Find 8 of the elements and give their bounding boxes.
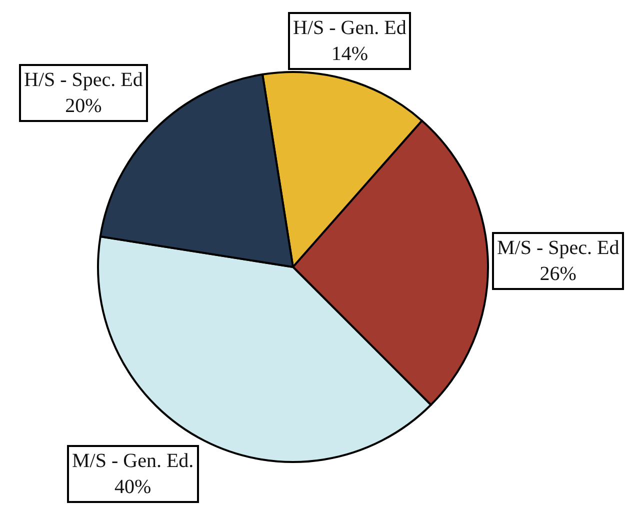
slice-label: H/S - Gen. Ed bbox=[293, 17, 406, 39]
slice-label: M/S - Spec. Ed bbox=[497, 237, 620, 259]
data-label: 26% bbox=[540, 263, 576, 285]
data-label: 14% bbox=[331, 43, 368, 65]
data-label: 20% bbox=[65, 95, 102, 117]
data-label: 40% bbox=[114, 476, 152, 498]
slice-label: M/S - Gen. Ed. bbox=[72, 450, 194, 472]
slice-label: H/S - Spec. Ed bbox=[24, 69, 143, 91]
